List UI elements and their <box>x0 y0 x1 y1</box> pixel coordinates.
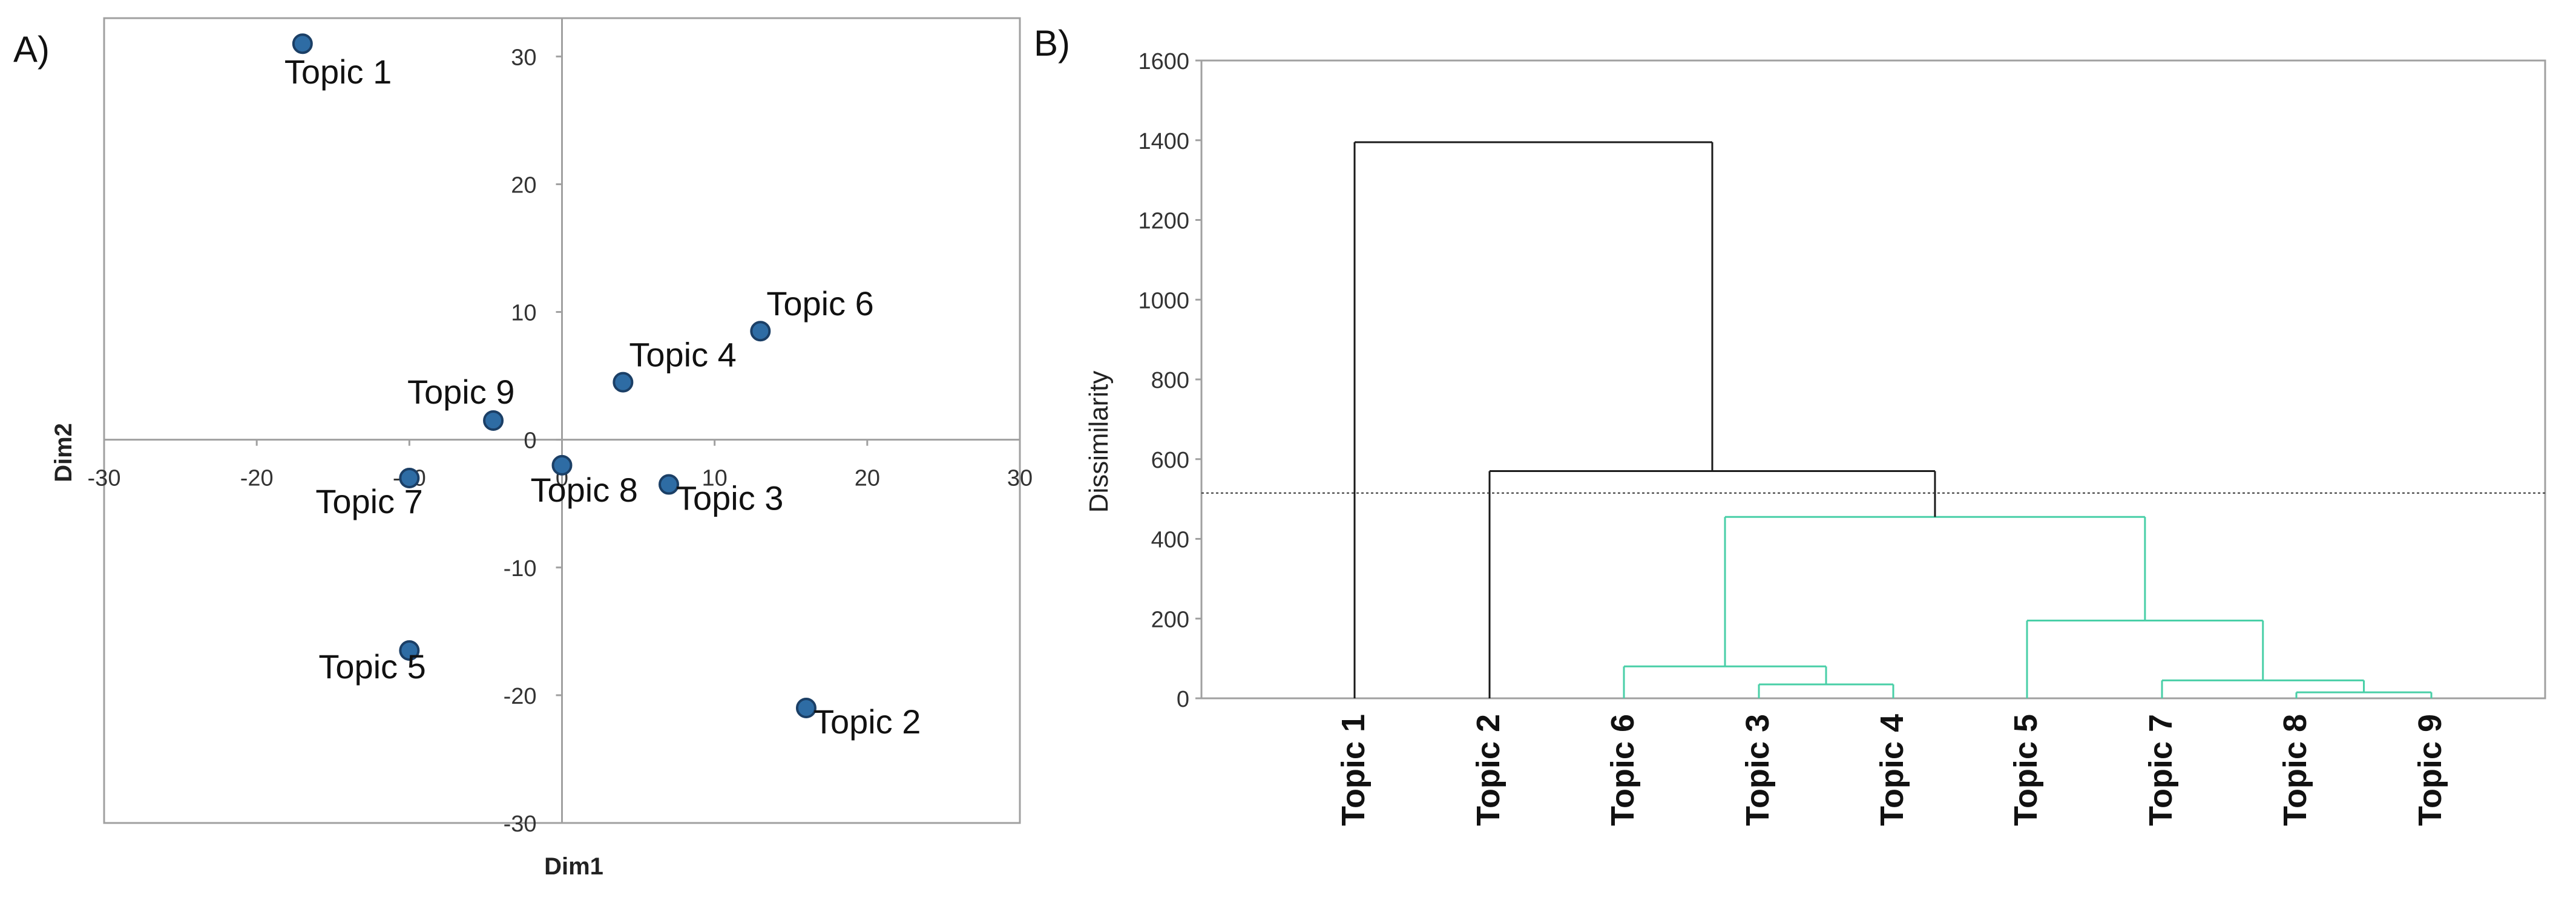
scatter-x-tick-label: 20 <box>855 466 880 491</box>
scatter-point-label: Topic 3 <box>676 479 783 517</box>
scatter-point <box>795 698 816 718</box>
scatter-point <box>399 640 420 661</box>
dendrogram-leaf-label: Topic 4 <box>1874 714 1910 826</box>
scatter-points <box>292 33 816 718</box>
dendrogram-y-tick-label: 1200 <box>1138 209 1189 234</box>
scatter-point-label: Topic 2 <box>813 703 921 741</box>
scatter-point <box>551 454 573 476</box>
dendrogram-leaf-label: Topic 1 <box>1335 714 1372 826</box>
scatter-chart: -30 -20 -10 0 10 20 30 -30 -20 -10 0 10 20 30 Topic … <box>50 17 1033 880</box>
panel-a-label: A) <box>13 29 50 70</box>
scatter-x-tick-label: 10 <box>702 466 728 491</box>
dendrogram-y-tick-label: 1600 <box>1138 49 1189 74</box>
dendrogram-leaf-label: Topic 8 <box>2277 714 2313 826</box>
scatter-point-label: Topic 4 <box>629 336 736 374</box>
dendrogram-y-tick-label: 400 <box>1151 528 1189 553</box>
scatter-point <box>292 33 313 54</box>
scatter-x-axis-title: Dim1 <box>544 853 603 880</box>
scatter-y-tick-label: 30 <box>511 45 536 70</box>
scatter-y-tick-label: 0 <box>524 428 536 454</box>
scatter-y-ticks: -30 -20 -10 0 10 20 30 <box>504 45 562 837</box>
scatter-y-axis-title: Dim2 <box>50 423 77 482</box>
dendrogram-y-tick-label: 600 <box>1151 448 1189 473</box>
scatter-point <box>750 321 771 342</box>
scatter-point <box>659 474 680 495</box>
dendrogram-leaf-label: Topic 2 <box>1470 714 1506 826</box>
scatter-point-label: Topic 8 <box>531 471 638 509</box>
dendrogram-chart: 0 200 400 600 800 1000 1200 1400 1600 Dissimilar… <box>1084 49 2546 826</box>
scatter-point-labels: Topic 1 Topic 2 Topic 3 Topic 4 Topic 5 Topic… <box>284 53 921 741</box>
scatter-point-label: Topic 6 <box>766 284 873 323</box>
dendrogram-y-tick-label: 1400 <box>1138 129 1189 154</box>
scatter-y-tick-label: -10 <box>504 556 537 582</box>
scatter-point-label: Topic 5 <box>318 647 426 686</box>
scatter-x-tick-label: -30 <box>88 466 121 491</box>
dendrogram-y-tick-label: 0 <box>1177 687 1189 712</box>
scatter-x-tick-label: -20 <box>240 466 274 491</box>
dendrogram-leaf-labels: Topic 1 Topic 2 Topic 6 Topic 3 Topic 4 Topic… <box>1335 714 2448 826</box>
dendrogram-y-axis-title: Dissimilarity <box>1084 371 1114 513</box>
dendrogram-leaf-label: Topic 7 <box>2143 714 2179 826</box>
scatter-y-tick-label: -20 <box>504 684 537 709</box>
scatter-point <box>399 468 420 488</box>
scatter-x-tick-label: 30 <box>1007 466 1033 491</box>
scatter-point-label: Topic 7 <box>315 482 422 520</box>
scatter-point-label: Topic 9 <box>407 373 514 411</box>
scatter-point-label: Topic 1 <box>284 53 392 91</box>
scatter-y-tick-label: 10 <box>511 301 536 326</box>
dendrogram-frame <box>1200 59 2546 700</box>
dendrogram-branches <box>1353 141 2433 698</box>
dendrogram-y-tick-label: 1000 <box>1138 288 1189 313</box>
dendrogram-leaf-label: Topic 9 <box>2412 714 2448 826</box>
dendrogram-y-tick-label: 800 <box>1151 368 1189 393</box>
dendrogram-leaf-label: Topic 5 <box>2008 714 2044 826</box>
scatter-y-tick-label: -30 <box>504 811 537 837</box>
dendrogram-y-tick-label: 200 <box>1151 607 1189 632</box>
scatter-point <box>613 372 634 393</box>
dendrogram-leaf-label: Topic 6 <box>1605 714 1641 826</box>
panel-b-label: B) <box>1034 23 1070 64</box>
dendrogram-leaf-label: Topic 3 <box>1740 714 1776 826</box>
scatter-y-tick-label: 20 <box>511 172 536 198</box>
scatter-point <box>483 410 504 431</box>
dendrogram-y-ticks: 0 200 400 600 800 1000 1200 1400 1600 <box>1138 49 1201 712</box>
